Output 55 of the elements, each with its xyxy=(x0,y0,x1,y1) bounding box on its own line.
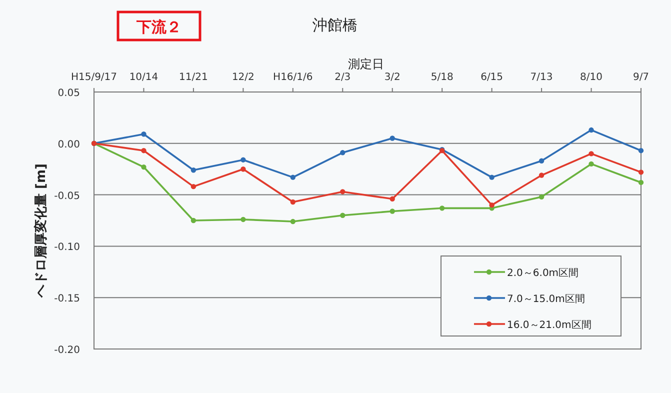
x-tick-label: 2/3 xyxy=(334,72,351,83)
x-tick-label: 9/7 xyxy=(632,72,650,83)
x-tick-label: 6/15 xyxy=(480,72,504,83)
point xyxy=(638,148,644,154)
legend-label: 7.0～15.0m区間 xyxy=(507,294,585,305)
point xyxy=(190,168,196,173)
point xyxy=(538,158,544,164)
annotation: 下流２ xyxy=(116,10,202,42)
x-axis-title: 測定日 xyxy=(348,57,384,71)
point xyxy=(340,150,346,156)
point xyxy=(141,164,146,170)
legend-label: 16.0～21.0m区間 xyxy=(507,320,592,331)
point xyxy=(240,216,246,222)
point xyxy=(290,199,296,205)
x-tick-label: 3/2 xyxy=(384,72,400,83)
x-tick-label: H16/1/6 xyxy=(273,72,313,83)
y-tick-label: -0.20 xyxy=(54,345,80,356)
point xyxy=(638,170,644,175)
point xyxy=(538,194,544,200)
x-tick-label: 10/14 xyxy=(129,72,158,83)
legend-label: 2.0～6.0m区間 xyxy=(507,268,579,279)
point xyxy=(588,151,594,156)
point xyxy=(638,180,644,186)
y-tick-label: 0.00 xyxy=(58,139,80,150)
point xyxy=(489,202,494,208)
point xyxy=(390,196,395,202)
point xyxy=(588,161,594,167)
y-tick-label: -0.10 xyxy=(54,242,80,254)
point xyxy=(141,148,146,154)
point xyxy=(340,189,346,194)
point xyxy=(190,184,196,190)
x-tick-label: 5/18 xyxy=(430,72,454,83)
y-axis-title: ヘドロ層厚変化量 [m] xyxy=(33,164,49,298)
point xyxy=(439,206,445,211)
point xyxy=(390,136,395,141)
x-tick-label: H15/9/17 xyxy=(70,72,118,83)
x-tick-label: 8/10 xyxy=(580,72,603,83)
title: 沖館橋 xyxy=(312,16,358,34)
point xyxy=(390,208,395,214)
point xyxy=(588,127,594,133)
x-tick-label: 11/21 xyxy=(179,72,208,83)
point xyxy=(141,132,146,137)
x-tick-label: 12/2 xyxy=(232,72,254,83)
point xyxy=(538,172,544,178)
y-tick-label: 0.05 xyxy=(58,88,80,99)
x-tick-label: 7/13 xyxy=(530,72,553,83)
point xyxy=(489,174,494,180)
point xyxy=(240,166,246,172)
point xyxy=(190,218,196,224)
point xyxy=(290,174,296,180)
point xyxy=(340,212,346,218)
point xyxy=(240,157,246,162)
y-tick-label: -0.15 xyxy=(54,294,80,305)
y-tick-label: -0.05 xyxy=(54,190,80,202)
point xyxy=(290,218,296,224)
